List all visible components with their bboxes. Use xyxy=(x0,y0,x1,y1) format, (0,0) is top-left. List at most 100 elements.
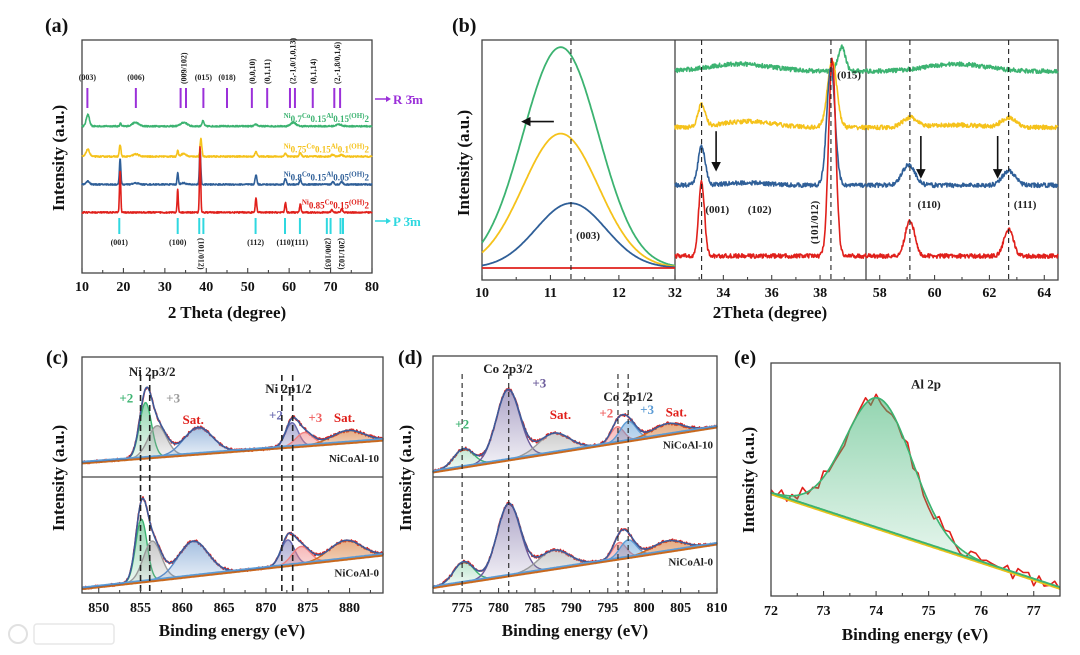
y-axis-label-c: Intensity (a.u.) xyxy=(49,425,68,531)
formula-part: Ni xyxy=(284,143,291,151)
background-line xyxy=(81,552,384,589)
x-tick-label: 30 xyxy=(158,280,172,295)
x-tick-label: 70 xyxy=(324,280,338,295)
formula-part: Co xyxy=(325,198,334,206)
hkl-label: (001) xyxy=(705,204,729,216)
formula-part: 0.75 xyxy=(291,145,307,155)
peak-annotation: Al 2p xyxy=(911,377,941,392)
phase-label: P 3̄m xyxy=(393,214,421,229)
y-axis-label-d: Intensity (a.u.) xyxy=(396,425,415,531)
x-tick-label: 795 xyxy=(597,601,618,616)
logo-icon xyxy=(8,624,28,644)
xrd-pattern-line xyxy=(865,114,1059,131)
panel-label-a: (a) xyxy=(45,15,68,37)
peak-annotation: Ni 2p1/2 xyxy=(265,381,312,396)
background-line xyxy=(770,491,1061,588)
formula-part: 2 xyxy=(365,114,370,124)
plot-frame xyxy=(481,39,1059,281)
x-tick-label: 775 xyxy=(452,601,473,616)
x-tick-label: 860 xyxy=(172,601,193,616)
y-axis-label-b: Intensity (a.u.) xyxy=(454,110,473,216)
hkl-label: (201/102) xyxy=(337,238,346,270)
formula-part: 0.05 xyxy=(333,172,349,182)
formula-part: Ni xyxy=(284,112,291,120)
hkl-label: (009/102) xyxy=(179,52,188,84)
xrd-pattern-line xyxy=(674,57,867,259)
y-axis-label-a: Intensity (a.u.) xyxy=(49,105,68,211)
hkl-label: (0,1,14) xyxy=(309,58,318,84)
hkl-label: (101/012) xyxy=(809,200,821,244)
x-tick-label: 865 xyxy=(214,601,235,616)
xrd-pattern-line xyxy=(81,146,373,214)
xrd-pattern-line xyxy=(481,202,675,269)
hkl-label: (2,-1,0/1,0,13) xyxy=(288,37,297,84)
x-tick-label: 73 xyxy=(817,604,831,619)
formula-part: 0.15 xyxy=(310,172,326,182)
formula-part: 0.15 xyxy=(333,200,349,210)
background-line xyxy=(432,426,718,474)
formula-part: Co xyxy=(302,170,311,178)
y-axis-label-e: Intensity (a.u.) xyxy=(739,427,758,533)
background-line xyxy=(81,440,384,465)
panel-xps: Al 2p 72 73 74 75 76 77 xyxy=(764,362,1061,619)
hkl-label: (111) xyxy=(1014,199,1037,211)
peak-annotation: +3 xyxy=(532,375,546,390)
peak-annotation: +2 xyxy=(269,407,283,422)
peak-annotation: +3 xyxy=(308,410,322,425)
x-tick-label: 12 xyxy=(612,286,626,301)
x-tick-label: 800 xyxy=(634,601,655,616)
hkl-label: (110) xyxy=(917,199,941,211)
formula-part: 0.85 xyxy=(309,200,325,210)
formula-part: 0.15 xyxy=(310,114,326,124)
formula-part: 0.1 xyxy=(338,145,350,155)
plot-frame xyxy=(81,356,384,594)
x-tick-label: 880 xyxy=(339,601,360,616)
x-tick-label: 64 xyxy=(1037,286,1051,301)
hkl-label: (018) xyxy=(218,73,236,82)
x-tick-label: 58 xyxy=(873,286,887,301)
hkl-label: (100) xyxy=(169,238,187,247)
xrd-pattern-line xyxy=(674,58,867,131)
xps-subplot: NiCoAl-0 xyxy=(81,496,384,591)
x-tick-label: 870 xyxy=(255,601,276,616)
panel-label-c: (c) xyxy=(46,347,68,369)
peak-annotation: +3 xyxy=(640,402,654,417)
x-tick-label: 60 xyxy=(282,280,296,295)
formula-part: (OH) xyxy=(349,198,365,206)
subpanel: 32 34 36 38 (001) (102) (101/012) (015) xyxy=(668,40,867,301)
hkl-label: (200/103) xyxy=(324,238,333,270)
x-tick-label: 38 xyxy=(813,286,827,301)
xrd-pattern-line xyxy=(481,46,676,267)
x-tick-label: 80 xyxy=(365,280,379,295)
fit-envelope-line xyxy=(432,502,718,588)
hkl-label: (112) xyxy=(247,238,264,247)
x-tick-label: 875 xyxy=(297,601,318,616)
formula-part: 2 xyxy=(365,145,370,155)
xrd-pattern-line xyxy=(81,137,373,158)
x-tick-label: 785 xyxy=(524,601,545,616)
panel-label-d: (d) xyxy=(398,347,422,369)
arrowhead-icon xyxy=(386,96,391,102)
xrd-pattern-line xyxy=(81,148,373,186)
x-tick-label: 805 xyxy=(670,601,691,616)
series-label: Ni0.75Co0.15Al0.1(OH)2 xyxy=(284,143,370,155)
peak-annotation: +2 xyxy=(599,406,613,421)
formula-part: Al xyxy=(331,143,338,151)
formula-part: Al xyxy=(326,170,333,178)
watermark-logo xyxy=(8,623,115,645)
sample-label: NiCoAl-10 xyxy=(329,453,380,465)
subpanel: 10 11 12 (003) xyxy=(475,40,676,301)
sample-label: NiCoAl-10 xyxy=(663,440,714,452)
sample-label: NiCoAl-0 xyxy=(668,557,713,569)
x-axis-label-d: Binding energy (eV) xyxy=(502,621,648,640)
series-label: Ni0.8Co0.15Al0.05(OH)2 xyxy=(284,170,370,182)
formula-part: 0.15 xyxy=(333,114,349,124)
panel-label-b: (b) xyxy=(452,15,476,37)
background-line xyxy=(432,424,718,472)
hkl-label: (001) xyxy=(111,238,129,247)
formula-part: 2 xyxy=(365,172,370,182)
